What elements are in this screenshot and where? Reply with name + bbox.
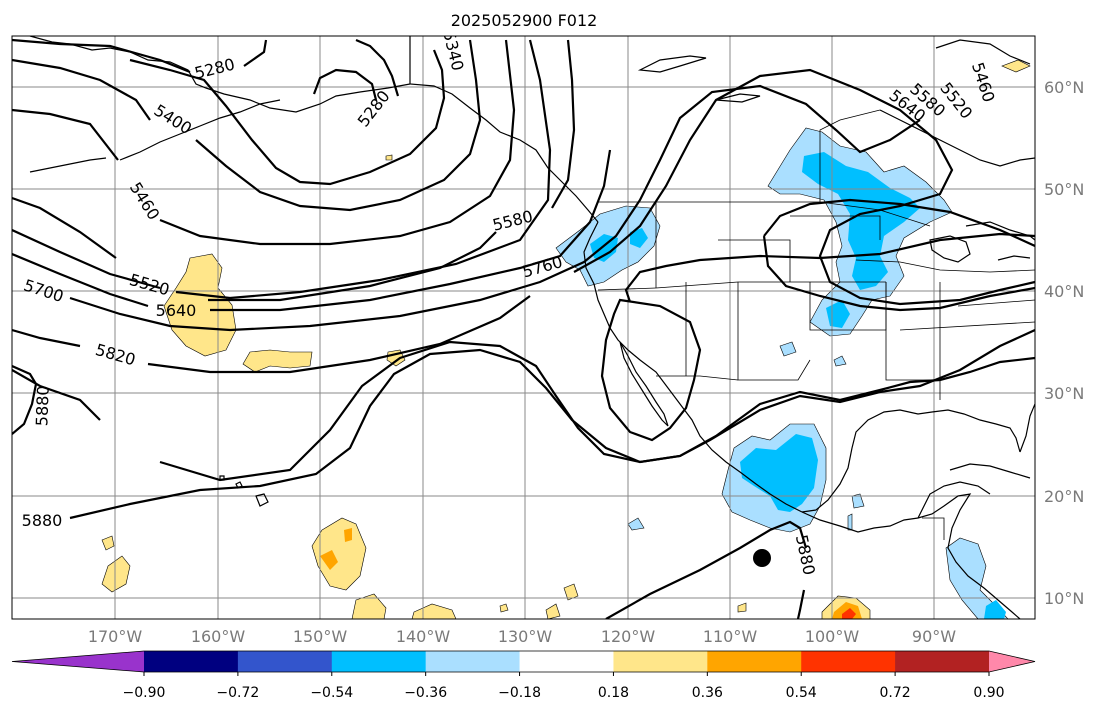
contour-5880-west: [12, 364, 38, 435]
lon-label: 90°W: [912, 627, 956, 646]
negative-area: [851, 493, 865, 509]
contour-5820: [12, 328, 1035, 482]
lon-label: 120°W: [601, 627, 656, 646]
colorbar-extend-min: [12, 651, 144, 672]
contour-label: 5880: [22, 511, 63, 530]
lon-label: 170°W: [88, 627, 143, 646]
positive-area: [311, 517, 367, 591]
colorbar-tick-label: 0.54: [786, 685, 817, 701]
lon-label: 130°W: [498, 627, 553, 646]
contour-5760: [12, 68, 1035, 374]
colorbar-tick-label: 0.36: [692, 685, 723, 701]
colorbar-bin: [519, 651, 614, 672]
latitude-labels: 60°N 50°N 40°N 30°N 20°N 10°N: [1044, 78, 1084, 608]
map-frame: [11, 35, 1036, 620]
lon-label: 110°W: [703, 627, 758, 646]
colorbar-tick-label: 0.72: [880, 685, 911, 701]
lon-label: 140°W: [396, 627, 451, 646]
colorbar-tick-label: 0.18: [598, 685, 629, 701]
colorbar-tick-label: −0.36: [404, 685, 447, 701]
positive-area: [563, 583, 579, 601]
contour-5460: [12, 39, 516, 246]
contour-5520: [12, 39, 552, 300]
positive-area-2: [320, 550, 338, 570]
contour-5880-main: [69, 348, 1035, 520]
negative-area: [627, 517, 645, 531]
positive-area: [737, 602, 747, 613]
negative-area: [847, 513, 853, 531]
positive-area: [351, 593, 387, 619]
contour-5880-south: [605, 520, 808, 619]
coastlines: [29, 36, 1035, 619]
contour-5280-a: [12, 38, 268, 74]
colorbar-bin: [707, 651, 802, 672]
colorbar-bin: [895, 651, 990, 672]
contour-5700: [69, 84, 1035, 332]
contour-label: 5880: [32, 385, 52, 426]
height-contours: [12, 38, 1035, 619]
lon-label: 150°W: [293, 627, 348, 646]
positive-area: [1001, 59, 1031, 73]
colorbar-bin: [237, 651, 333, 672]
lon-label: 160°W: [191, 627, 246, 646]
lat-label: 20°N: [1044, 487, 1084, 506]
positive-area: [499, 603, 509, 613]
colorbar: −0.90 −0.72 −0.54 −0.36 −0.18 0.18 0.36 0.54 0.7…: [11, 650, 1036, 701]
lat-label: 10°N: [1044, 589, 1084, 608]
longitude-labels: 170°W 160°W 150°W 140°W 130°W 120°W 110°…: [88, 627, 956, 646]
contour-label: 5640: [156, 301, 197, 320]
negative-area-2: [740, 434, 818, 512]
colorbar-tick-label: −0.18: [498, 685, 541, 701]
positive-area-4: [842, 608, 856, 619]
colorbar-bin: [613, 651, 708, 672]
contour-5400: [12, 39, 482, 212]
colorbar-tick-label: −0.90: [123, 685, 166, 701]
positive-area: [101, 555, 131, 593]
graticule: [12, 36, 1035, 619]
negative-area: [833, 355, 847, 367]
colorbar-bin: [331, 651, 427, 672]
contour-5580: [12, 39, 576, 302]
lat-label: 40°N: [1044, 282, 1084, 301]
colorbar-bin: [801, 651, 896, 672]
map-panel: 5280 5280 5340 5400 5460 5520 5580 5640 …: [12, 36, 1035, 619]
colorbar-tick-label: −0.72: [216, 685, 259, 701]
lat-label: 60°N: [1044, 78, 1084, 97]
colorbar-tick-label: 0.90: [973, 685, 1004, 701]
colorbar-bin: [144, 651, 239, 672]
colorbar-extend-max: [989, 651, 1035, 672]
location-marker: [753, 549, 771, 567]
positive-area-2: [344, 528, 352, 542]
contour-5280-b: [312, 38, 400, 101]
contour-5760-ring: [762, 198, 1035, 312]
contour-5340: [129, 49, 446, 186]
positive-area: [242, 349, 313, 373]
lat-label: 30°N: [1044, 384, 1084, 403]
map-title: 2025052900 F012: [451, 11, 598, 30]
contour-5820-ring: [600, 298, 702, 442]
positive-area: [101, 535, 115, 551]
positive-area: [545, 603, 561, 619]
lon-label: 100°W: [805, 627, 860, 646]
colorbar-bin: [425, 651, 521, 672]
lat-label: 50°N: [1044, 180, 1084, 199]
colorbar-tick-label: −0.54: [310, 685, 353, 701]
negative-area-2: [630, 228, 648, 248]
political-borders: [597, 109, 1035, 540]
negative-area-2: [984, 600, 1006, 619]
positive-area: [385, 154, 393, 161]
contour-5640: [12, 149, 612, 312]
negative-area: [779, 341, 797, 357]
